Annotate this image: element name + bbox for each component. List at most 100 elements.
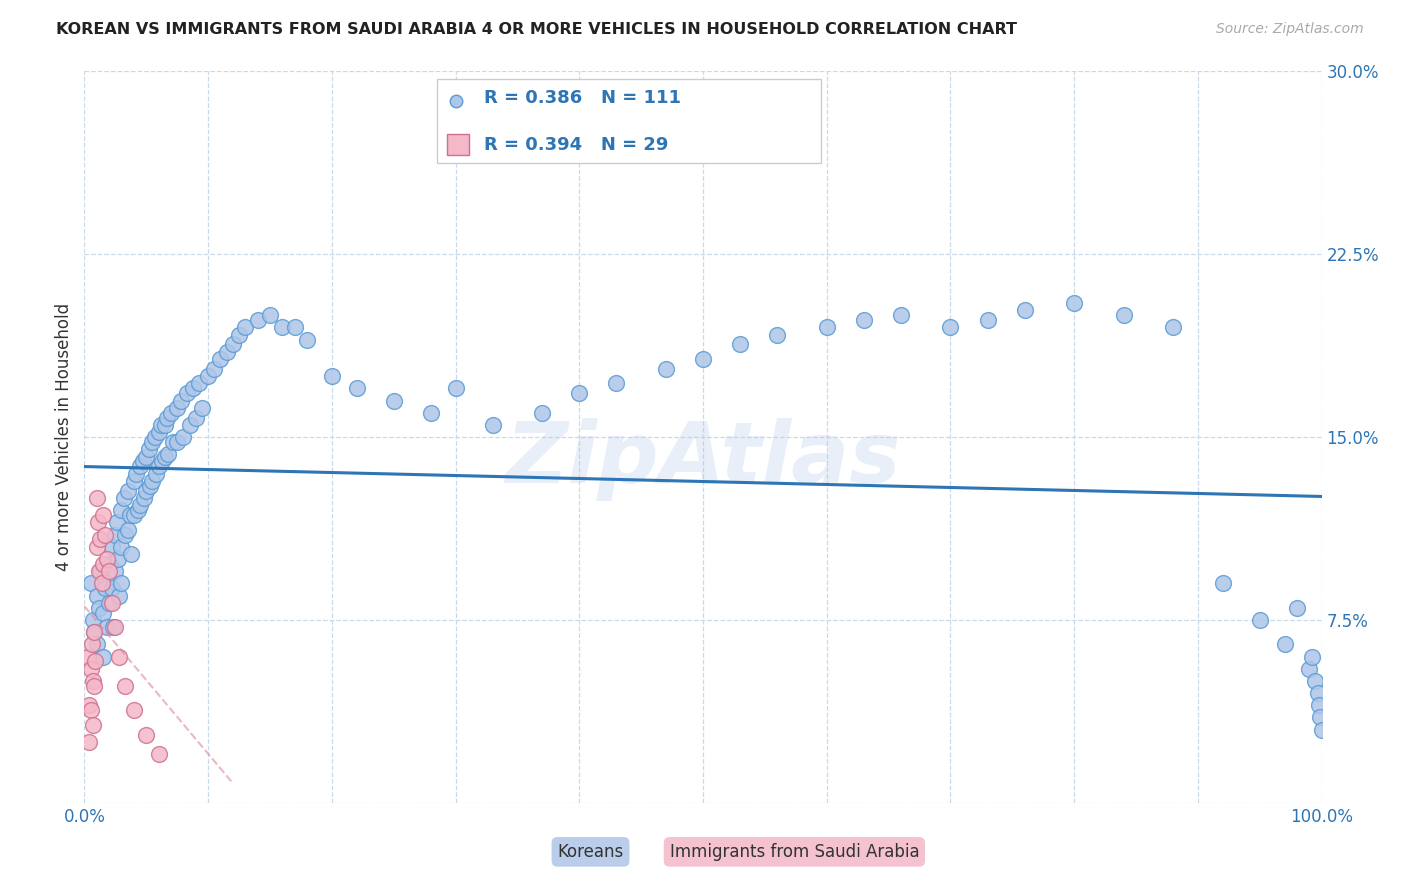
Point — [1309, 710, 1331, 724]
Point — [104, 620, 127, 634]
Point — [135, 450, 157, 464]
Point — [135, 483, 157, 498]
Point — [79, 703, 101, 717]
Text: R = 0.386   N = 111: R = 0.386 N = 111 — [484, 88, 681, 107]
Point — [91, 557, 114, 571]
Point — [80, 637, 103, 651]
Point — [179, 417, 201, 432]
Text: Koreans: Koreans — [557, 843, 624, 861]
Point — [79, 576, 101, 591]
Point — [96, 620, 118, 634]
Point — [91, 508, 114, 522]
Point — [117, 483, 139, 498]
Point — [114, 527, 136, 541]
Point — [90, 576, 112, 591]
Point — [86, 589, 108, 603]
Point — [153, 417, 176, 432]
Point — [202, 361, 225, 376]
Point — [162, 434, 184, 449]
Point — [98, 564, 121, 578]
Point — [976, 313, 998, 327]
Point — [84, 654, 107, 668]
Point — [184, 410, 207, 425]
Point — [1112, 308, 1135, 322]
Point — [110, 576, 132, 591]
Point — [191, 401, 214, 415]
Point — [153, 450, 176, 464]
Point — [83, 625, 105, 640]
Point — [86, 637, 108, 651]
Point — [101, 620, 124, 634]
Point — [655, 361, 678, 376]
Point — [1285, 600, 1308, 615]
Point — [852, 313, 875, 327]
Point — [692, 352, 714, 367]
Point — [79, 735, 101, 749]
Point — [141, 474, 163, 488]
Point — [605, 376, 627, 391]
Point — [96, 552, 118, 566]
Point — [125, 467, 148, 481]
Point — [284, 320, 307, 334]
Point — [131, 454, 153, 468]
Point — [209, 352, 232, 367]
Point — [100, 540, 122, 554]
FancyBboxPatch shape — [447, 134, 470, 155]
Point — [1305, 673, 1327, 688]
Point — [83, 679, 105, 693]
Point — [86, 540, 108, 554]
Point — [166, 401, 188, 415]
Point — [148, 425, 170, 440]
Point — [176, 386, 198, 401]
Point — [568, 386, 591, 401]
Point — [531, 406, 554, 420]
Point — [98, 557, 121, 571]
FancyBboxPatch shape — [437, 78, 821, 162]
Point — [122, 703, 145, 717]
Point — [143, 430, 166, 444]
Point — [766, 327, 789, 342]
Point — [1212, 576, 1234, 591]
Point — [197, 369, 219, 384]
Point — [1306, 686, 1329, 700]
Text: ZipAtlas: ZipAtlas — [505, 417, 901, 500]
Point — [87, 516, 110, 530]
Point — [215, 344, 238, 359]
Point — [444, 381, 467, 395]
Point — [132, 491, 155, 505]
Point — [382, 393, 405, 408]
Text: Immigrants from Saudi Arabia: Immigrants from Saudi Arabia — [669, 843, 920, 861]
Point — [91, 649, 114, 664]
Point — [135, 727, 157, 741]
Point — [222, 337, 245, 351]
Point — [86, 491, 108, 505]
Point — [122, 508, 145, 522]
Text: Source: ZipAtlas.com: Source: ZipAtlas.com — [1216, 22, 1364, 37]
Point — [138, 442, 160, 457]
Point — [1014, 303, 1036, 318]
Point — [157, 447, 180, 461]
Point — [890, 308, 912, 322]
Point — [346, 381, 368, 395]
Point — [129, 459, 152, 474]
Point — [939, 320, 962, 334]
Point — [188, 376, 211, 391]
Point — [117, 523, 139, 537]
Point — [110, 503, 132, 517]
Point — [122, 474, 145, 488]
Point — [89, 564, 111, 578]
Point — [110, 540, 132, 554]
Point — [98, 596, 121, 610]
Point — [79, 662, 101, 676]
Text: KOREAN VS IMMIGRANTS FROM SAUDI ARABIA 4 OR MORE VEHICLES IN HOUSEHOLD CORRELATI: KOREAN VS IMMIGRANTS FROM SAUDI ARABIA 4… — [56, 22, 1017, 37]
Point — [295, 333, 318, 347]
Point — [114, 679, 136, 693]
Point — [259, 308, 281, 322]
Point — [100, 581, 122, 595]
Point — [148, 459, 170, 474]
Point — [419, 406, 441, 420]
Point — [94, 527, 117, 541]
Point — [1301, 649, 1323, 664]
Point — [1274, 637, 1296, 651]
Point — [815, 320, 838, 334]
